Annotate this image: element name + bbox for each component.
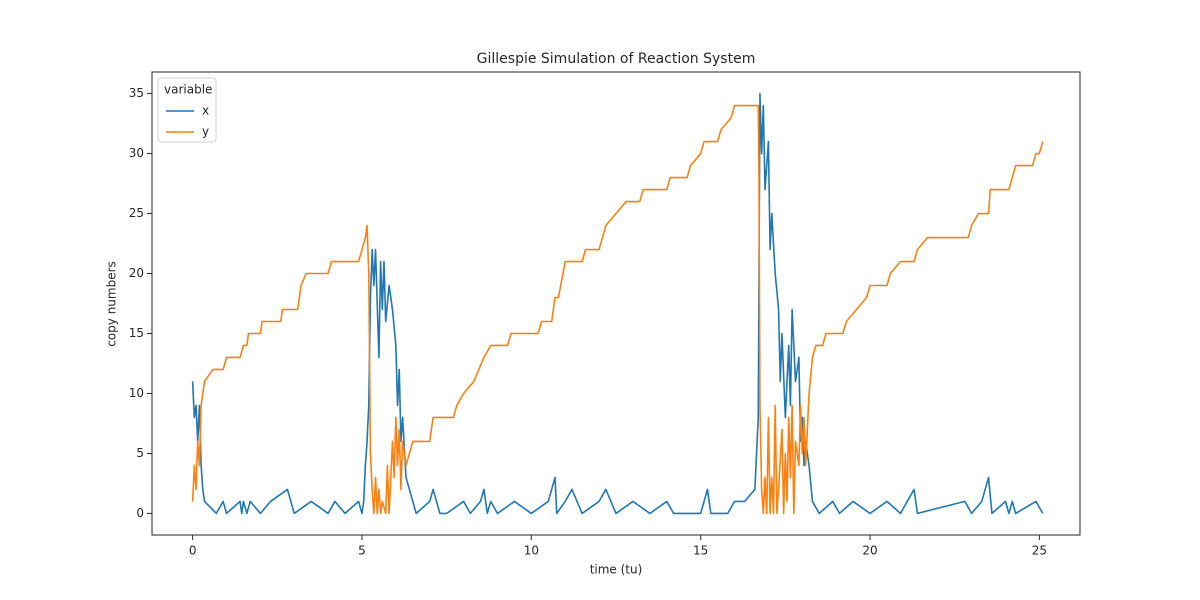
legend-box <box>157 77 217 143</box>
plot-area <box>191 92 1044 515</box>
legend-label: y <box>202 125 209 139</box>
axes-frame <box>151 71 1081 536</box>
x-tick-label: 25 <box>1032 544 1047 558</box>
y-tick-label: 35 <box>129 86 144 100</box>
legend-title: variable <box>164 83 212 97</box>
y-tick-label: 5 <box>136 446 144 460</box>
legend-label: x <box>202 104 209 118</box>
y-axis-label: copy numbers <box>105 261 119 347</box>
y-tick-label: 30 <box>129 146 144 160</box>
x-tick-label: 0 <box>189 544 197 558</box>
series-line <box>191 92 1044 515</box>
y-tick-label: 25 <box>129 206 144 220</box>
x-tick-label: 15 <box>693 544 708 558</box>
y-tick-label: 0 <box>136 506 144 520</box>
legend: variable xy <box>157 77 217 143</box>
series-line <box>191 104 1044 515</box>
y-tick-label: 10 <box>129 386 144 400</box>
x-tick-label: 5 <box>358 544 366 558</box>
x-tick-label: 10 <box>524 544 539 558</box>
x-tick-label: 20 <box>862 544 877 558</box>
y-tick-label: 15 <box>129 326 144 340</box>
x-axis-label: time (tu) <box>590 563 643 577</box>
chart-title: Gillespie Simulation of Reaction System <box>477 51 756 67</box>
y-tick-label: 20 <box>129 266 144 280</box>
